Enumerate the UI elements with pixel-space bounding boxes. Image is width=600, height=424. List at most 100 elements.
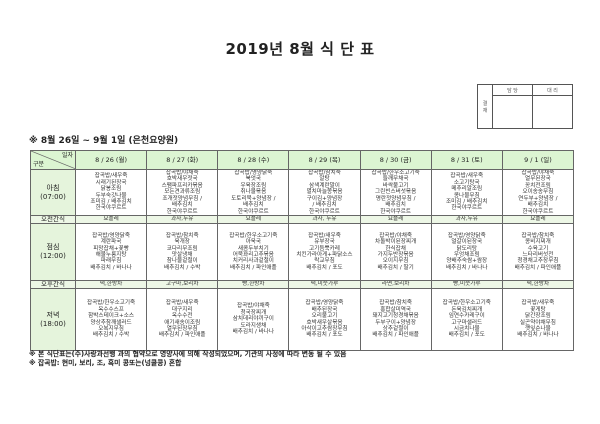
snack-row: 오후간식 떡,한방차 고구마,보리차 빵,한방차 떡,미숫가루 라면,보리차 빵,미숫가루 떡… [30, 280, 575, 289]
menu-cell: 잡곡밥/영양닭죽 계란파국 피망잡채+꽃빵 해물누룽지탕 파래무침 배추김치 / 바나나 [74, 223, 148, 281]
menu-item: 잡곡밥/참치죽 [379, 300, 413, 307]
day-header: 8 / 27 (화) [146, 150, 219, 170]
menu-item: 잡곡밥/한우소고기죽 [86, 300, 136, 307]
menu-item: 잡곡밥/참치죽 [308, 170, 341, 177]
meal-table: 일자 구분 8 / 26 (월) 8 / 27 (화) 8 / 28 (수) 8 / … [30, 150, 575, 351]
menu-item: 잡곡밥/야채죽 [521, 170, 555, 177]
menu-item: 배추김치 [243, 202, 264, 209]
row-label: 저녁 (18:00) [30, 288, 76, 351]
menu-item: 배추김치 [385, 202, 406, 209]
row-label-text: (18:00) [40, 319, 66, 328]
menu-item: 육개장 [174, 239, 190, 246]
day-header: 8 / 31 (토) [430, 150, 503, 170]
menu-item: 홍합살미역국 [380, 306, 412, 313]
menu-item: 오리불고기 [311, 313, 338, 320]
menu-item: 고구마샐러드 [451, 319, 483, 326]
menu-item: 모든견과류조림 [164, 189, 201, 196]
menu-item: 잡곡밥/야채죽 [236, 303, 270, 310]
menu-cell: 잡곡밥/한우소고기죽 아욱국 새콤두부치기 어묵꽈리고추볶음 치커리사과겉절이 배추김치 … [217, 223, 290, 281]
menu-item: 양배추숙쌈+쌈장 [446, 258, 488, 265]
menu-item: 연두부+양념장 / [518, 195, 558, 202]
menu-item: 도라지생채 [240, 322, 267, 329]
menu-item: 양상추참깨샐러드 [90, 319, 132, 326]
menu-item: 배추김치 / 바나나 [517, 332, 559, 339]
menu-item: 배추김치 / 파인애플 [230, 264, 277, 271]
menu-item: 아삭이고추쌈장무침 [301, 325, 348, 332]
menu-item: 배추된장국 [311, 306, 338, 313]
menu-item: 잡곡밥/영양닭죽 [305, 300, 344, 307]
menu-item: 호박새우젓국 [166, 176, 198, 183]
menu-item: 한국야쿠르트 [166, 208, 198, 215]
menu-cell: 고구마,보리차 [146, 280, 219, 289]
menu-cell: 과자, 두유 [288, 215, 361, 224]
menu-cell: 잡곡밥/한우소고기죽 돈육김치찌개 임연수카레구이 고구마샐러드 시금치나물 배추김치 /… [430, 288, 503, 351]
menu-item: 빵,한방차 [242, 281, 265, 288]
menu-item: 배추김치 / 파인애플 [158, 332, 206, 339]
menu-item: 콩나물무침 [453, 192, 480, 199]
row-label: 아침 (07:00) [30, 169, 76, 216]
menu-cell: 잡곡밥/참치죽 홍합살미역국 돼지고기청경채볶음 두부구이+양념장 상추겉절이 배추김치 … [359, 288, 432, 351]
menu-item: 참나물겉절이 [166, 258, 198, 265]
footnotes: ※ 본 식단표는(주)사랑과선행 과의 협약으로 영양사에 의해 작성되었으며,… [29, 350, 346, 368]
page-title: 2019년 8월 식 단 표 [225, 40, 375, 58]
menu-cell: 과자,두유 [430, 215, 503, 224]
menu-cell: 요플레 [501, 215, 575, 224]
menu-item: 배추김치 / 포도 [448, 332, 485, 339]
menu-item: 잡곡밥/새우죽 [450, 173, 484, 180]
menu-item: 옥수수전 [171, 313, 193, 320]
menu-item: 북엇국 [245, 176, 262, 183]
menu-item: 떡,미숫가루 [310, 281, 339, 288]
menu-item: 잡곡밥/영양닭죽 [234, 170, 273, 177]
menu-item: 잡곡밥/영양닭죽 [92, 232, 131, 239]
menu-item: 아욱국 [245, 239, 262, 246]
menu-item: 콩비지찌개 [525, 239, 551, 246]
menu-item: 차돌박이된장찌개 [375, 239, 417, 246]
menu-item: 삼치데리야끼구이 [232, 316, 274, 323]
corner-date-label: 일자 [61, 152, 73, 159]
menu-cell: 잡곡밥/야채죽 호박새우젓국 스팸파프리카볶음 모든견과류조림 조개젓양념무침 / 배추김… [146, 169, 219, 216]
menu-item: 배추김치 / 수박 [92, 332, 130, 339]
menu-item: 수육고기 [527, 245, 549, 252]
menu-item: 새콤두부치기 [237, 245, 269, 252]
menu-item: 한국야쿠르트 [451, 205, 483, 212]
period-subtitle: ※ 8월 26일 ~ 9월 1일 (은천요양원) [29, 136, 179, 146]
menu-item: 들깨무채국 [382, 176, 409, 183]
menu-item: 락교무침 [314, 258, 335, 265]
menu-item: 우육장조림 [240, 182, 267, 189]
menu-cell: 떡,미숫가루 [288, 280, 361, 289]
menu-item: 명란젓양념무침 / [375, 195, 416, 202]
menu-cell: 과자,두유 [146, 215, 219, 224]
menu-item: 한국야쿠르트 [237, 208, 269, 215]
footnote: ※ 본 식단표는(주)사랑과선행 과의 협약으로 영양사에 의해 작성되었으며,… [29, 350, 347, 358]
menu-item: 잡곡밥/야채죽 [165, 170, 199, 177]
menu-item: 떡,한방차 [526, 281, 550, 288]
menu-cell: 떡,한방차 [501, 280, 575, 289]
approval-sign-deputy[interactable] [532, 95, 573, 129]
menu-item: 꽁치전조림 [525, 182, 551, 189]
menu-item: 청국장찌개 [240, 309, 267, 316]
menu-item: 치커리사과겉절이 [232, 258, 274, 265]
menu-item: 바싹불고기 [382, 182, 409, 189]
menu-item: 옥수수스프 [98, 306, 124, 313]
menu-item: 열무된장국 [525, 176, 551, 183]
approval-sign-manager[interactable] [492, 95, 533, 129]
menu-item: 우엉채조림 [453, 252, 480, 258]
day-header: 9 / 1 (일) [501, 150, 575, 170]
menu-cell: 잡곡밥/참치죽 육개장 코다리무조림 맛살냉채 참나물겉절이 배추김치 / 수박 [146, 223, 219, 281]
menu-item: 애기새송이조림 [164, 319, 201, 326]
menu-item: 임연수카레구이 [448, 313, 485, 320]
menu-item: 스팸파프리카볶음 [161, 182, 203, 189]
menu-item: 대구지리 [171, 306, 193, 313]
footnote: ※ 잡곡밥: 현미, 보리, 조, 흑미 콩또는(넝쿨콩) 혼합 [29, 359, 182, 367]
menu-item: / 배추김치 [312, 202, 337, 209]
menu-cell: 라면,보리차 [359, 280, 432, 289]
menu-item: 파래무침 [100, 258, 122, 265]
menu-item: 멸치마늘쫑볶음 [306, 189, 343, 196]
menu-item: 상추겉절이 [382, 325, 409, 332]
menu-cell: 요플레 [74, 215, 148, 224]
menu-cell: 빵,미숫가루 [430, 280, 503, 289]
day-header: 8 / 30 (금) [359, 150, 432, 170]
menu-cell: 잡곡밥/새우죽 시래기된장국 닭봉조림 두부숙갓나물 조미김 / 배추김치 한국야쿠르트 [74, 169, 148, 216]
menu-item: 메추리알조림 [451, 186, 483, 193]
menu-item: 과자,두유 [171, 216, 194, 223]
